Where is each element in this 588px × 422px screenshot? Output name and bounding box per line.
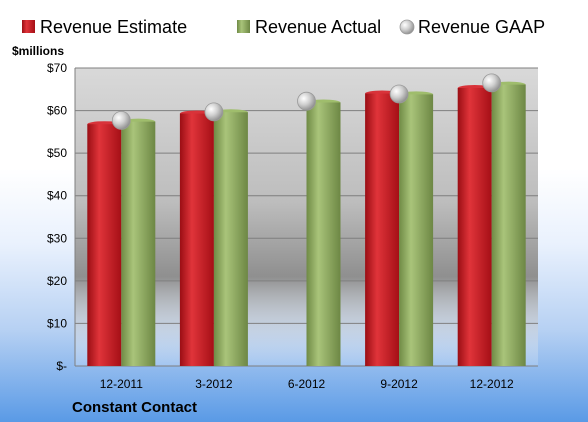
gaap-marker	[389, 84, 409, 104]
estimate-bar	[457, 88, 492, 366]
actual-bar	[306, 102, 341, 367]
legend-label: Revenue GAAP	[418, 17, 545, 37]
actual-bar	[399, 94, 434, 366]
x-tick-label: 6-2012	[288, 377, 326, 391]
x-tick-label: 3-2012	[195, 377, 233, 391]
actual-bar	[491, 84, 526, 367]
y-tick-label: $20	[47, 274, 67, 288]
y-tick-label: $-	[56, 359, 67, 373]
y-tick-label: $30	[47, 231, 67, 245]
estimate-bar	[87, 124, 122, 367]
estimate-bar	[365, 93, 400, 367]
x-tick-label: 12-2011	[100, 377, 143, 391]
y-tick-label: $50	[47, 146, 67, 160]
actual-bar	[121, 121, 156, 366]
gaap-markers	[111, 73, 502, 130]
y-tick-label: $60	[47, 104, 67, 118]
legend-swatch	[22, 20, 35, 33]
legend-swatch	[237, 20, 250, 33]
legend-label: Revenue Estimate	[40, 17, 187, 37]
legend-label: Revenue Actual	[255, 17, 381, 37]
company-name: Constant Contact	[72, 399, 197, 416]
x-tick-label: 12-2012	[470, 377, 514, 391]
bars	[87, 81, 526, 367]
y-tick-label: $10	[47, 316, 67, 330]
y-unit-label: $millions	[12, 44, 64, 58]
gaap-marker	[297, 91, 316, 111]
actual-bar	[213, 112, 248, 366]
gaap-marker	[204, 102, 224, 122]
y-tick-label: $70	[47, 61, 67, 75]
legend-swatch	[399, 19, 415, 35]
x-tick-label: 9-2012	[380, 377, 418, 391]
gaap-marker	[482, 73, 502, 93]
legend: Revenue Estimate Revenue Actual Revenue GA…	[22, 17, 545, 37]
gaap-marker	[111, 110, 131, 130]
y-tick-label: $40	[47, 189, 67, 203]
axes: $- $10 $20 $30 $40 $50 $60 $70 12-2011 3-2012 6-20…	[47, 61, 514, 391]
estimate-bar	[179, 113, 214, 367]
